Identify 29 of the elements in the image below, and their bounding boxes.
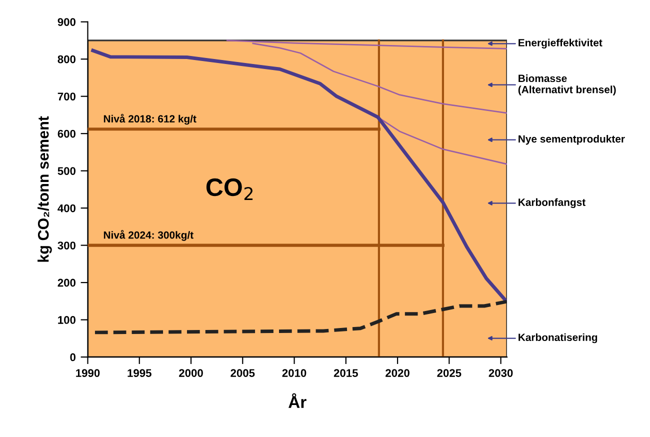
y-tick-label: 500 xyxy=(58,167,76,175)
y-tick-label: 800 xyxy=(58,55,76,64)
x-tick-label: 2015 xyxy=(334,369,358,377)
x-tick-label: 2025 xyxy=(437,369,462,377)
x-tick-label: 2030 xyxy=(488,369,513,378)
x-tick-label: 2000 xyxy=(179,369,203,377)
x-tick-label: 1995 xyxy=(128,369,152,377)
x-tick-label: 2005 xyxy=(230,369,255,377)
y-tick-label: 0 xyxy=(70,353,76,362)
x-tick-label: 2010 xyxy=(282,369,306,377)
y-tick-label: 600 xyxy=(58,130,76,138)
x-axis-title: År xyxy=(288,393,306,408)
x-tick-label: 1990 xyxy=(76,369,100,377)
y-tick-label: 300 xyxy=(58,242,76,250)
text: Karbonfangst xyxy=(518,198,586,208)
x-tick-label: 2020 xyxy=(386,369,410,377)
y-axis-title: kg CO₂/tonn sement xyxy=(38,116,52,262)
text: Energieffektivitet xyxy=(518,38,602,49)
y-tick-label: 400 xyxy=(58,204,76,212)
annotation: Nivå 2018: 612 kg/t xyxy=(104,114,196,125)
y-tick-label: 700 xyxy=(58,92,76,100)
text: Karbonatisering xyxy=(518,333,598,344)
annotation: CO$_{2}$ xyxy=(206,178,253,200)
y-tick-label: 200 xyxy=(58,278,76,287)
text: Nye sementprodukter xyxy=(518,134,625,145)
annotation: Nivå 2024: 300kg/t xyxy=(104,230,194,241)
y-tick-label: 100 xyxy=(58,316,76,324)
y-tick-label: 900 xyxy=(58,18,76,26)
text: Biomasse (Alternativt brensel) xyxy=(518,74,616,96)
